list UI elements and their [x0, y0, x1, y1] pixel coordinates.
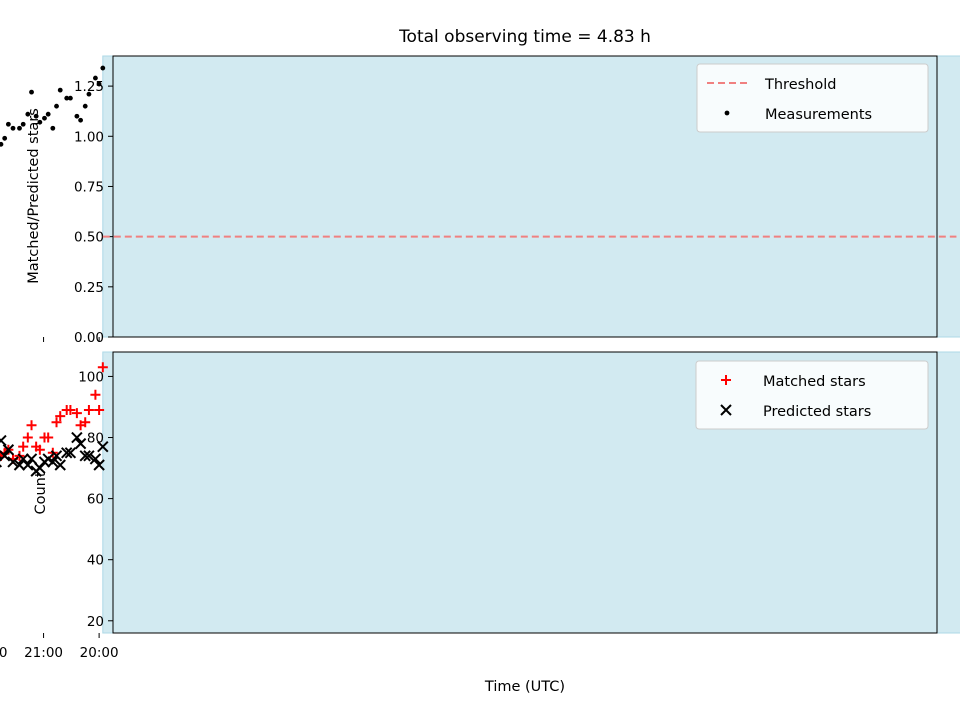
top-legend-frame — [696, 63, 929, 133]
measurement-point — [86, 91, 92, 97]
predicted-point — [89, 453, 102, 465]
legend-matched-label: Matched stars — [763, 374, 866, 390]
matched-point — [51, 417, 62, 428]
top-y-tick-label: 0.50 — [74, 230, 104, 246]
bottom-y-tick-label: 20 — [87, 614, 104, 630]
bottom-x-tick-label: 20:00 — [80, 645, 119, 661]
legend-matched-swatch — [721, 375, 731, 385]
top-y-tick-label: 1.25 — [74, 79, 104, 95]
measurement-point — [64, 95, 70, 101]
predicted-point — [54, 459, 66, 471]
measurement-point — [17, 125, 22, 131]
measurement-point — [0, 141, 4, 147]
measurement-point — [74, 113, 80, 119]
predicted-point — [17, 453, 29, 465]
measurement-point — [2, 135, 8, 141]
measurement-point — [10, 125, 16, 131]
x-axis-label: Time (UTC) — [484, 679, 565, 695]
bottom-panel: Count Time (UTC) 2040608010020:0021:0022… — [0, 351, 960, 695]
predicted-point — [79, 450, 91, 462]
predicted-point — [38, 456, 51, 468]
legend-measurements-swatch — [724, 110, 730, 116]
predicted-point — [83, 450, 95, 462]
matched-point — [39, 432, 50, 443]
top-legend: Threshold Measurements — [696, 63, 929, 133]
predicted-point — [50, 450, 63, 462]
measurement-point — [5, 121, 11, 127]
measurement-point — [96, 81, 102, 87]
top-y-axis-label: Matched/Predicted stars — [26, 108, 42, 284]
predicted-point — [0, 456, 3, 468]
measurement-point — [25, 111, 31, 117]
matched-point — [71, 408, 82, 419]
predicted-point — [97, 440, 109, 453]
top-y-tick-label: 0.75 — [74, 179, 104, 195]
top-axes-frame — [112, 55, 938, 338]
top-y-tick-label: 0.00 — [74, 330, 104, 346]
chart-title: Total observing time = 4.83 h — [398, 27, 651, 47]
predicted-point — [7, 456, 19, 468]
bottom-y-axis-label: Count — [33, 471, 49, 514]
measurement-point — [78, 117, 83, 123]
bottom-x-tick-label: 21:00 — [24, 645, 63, 661]
measurement-point — [42, 115, 47, 121]
legend-threshold-label: Threshold — [764, 77, 836, 93]
bottom-legend: Matched stars Predicted stars — [695, 360, 929, 430]
bottom-y-tick-label: 40 — [87, 553, 104, 569]
matched-point — [18, 441, 29, 452]
measurement-point — [54, 103, 59, 109]
measurement-point — [33, 113, 39, 119]
predicted-point — [2, 444, 15, 456]
matched-point — [31, 441, 42, 452]
predicted-point — [61, 447, 73, 459]
top-y-tick-label: 0.25 — [74, 280, 104, 296]
legend-predicted-swatch — [720, 404, 732, 416]
matched-point — [55, 411, 66, 422]
measurement-point — [20, 121, 26, 127]
legend-measurements-label: Measurements — [765, 107, 872, 123]
matched-point — [26, 420, 37, 431]
predicted-point — [13, 459, 26, 471]
measurement-point — [37, 119, 43, 125]
predicted-point — [64, 447, 77, 459]
measurement-point — [82, 103, 88, 109]
predicted-point — [0, 434, 7, 447]
predicted-point — [0, 450, 11, 462]
matched-point — [94, 405, 105, 416]
bottom-y-tick-label: 60 — [87, 492, 104, 508]
predicted-point — [30, 465, 42, 477]
predicted-point — [22, 459, 34, 471]
matched-point — [90, 389, 101, 400]
bottom-axes-frame — [112, 351, 938, 634]
matched-point — [83, 405, 94, 416]
measurement-point — [68, 95, 73, 101]
matched-point — [75, 420, 86, 431]
bottom-x-tick-label: 22:00 — [0, 645, 7, 661]
measurement-point — [57, 87, 63, 93]
top-y-tick-label: 1.00 — [74, 129, 104, 145]
predicted-point — [74, 437, 87, 450]
measurement-point — [45, 111, 51, 117]
measurement-point — [100, 65, 106, 71]
matched-point — [61, 405, 72, 416]
predicted-point — [25, 453, 38, 465]
matched-point — [97, 362, 108, 373]
bottom-legend-frame — [695, 360, 929, 430]
bottom-y-tick-label: 100 — [78, 369, 104, 385]
legend-predicted-label: Predicted stars — [763, 404, 871, 420]
predicted-point — [71, 431, 83, 444]
measurement-point — [93, 75, 98, 81]
matched-point — [22, 432, 33, 443]
predicted-point — [93, 459, 105, 471]
top-panel: Matched/Predicted stars 0.00 0.25 0.50 0.75… — [0, 55, 960, 346]
measurement-point — [29, 89, 34, 95]
measurement-point — [50, 125, 56, 131]
